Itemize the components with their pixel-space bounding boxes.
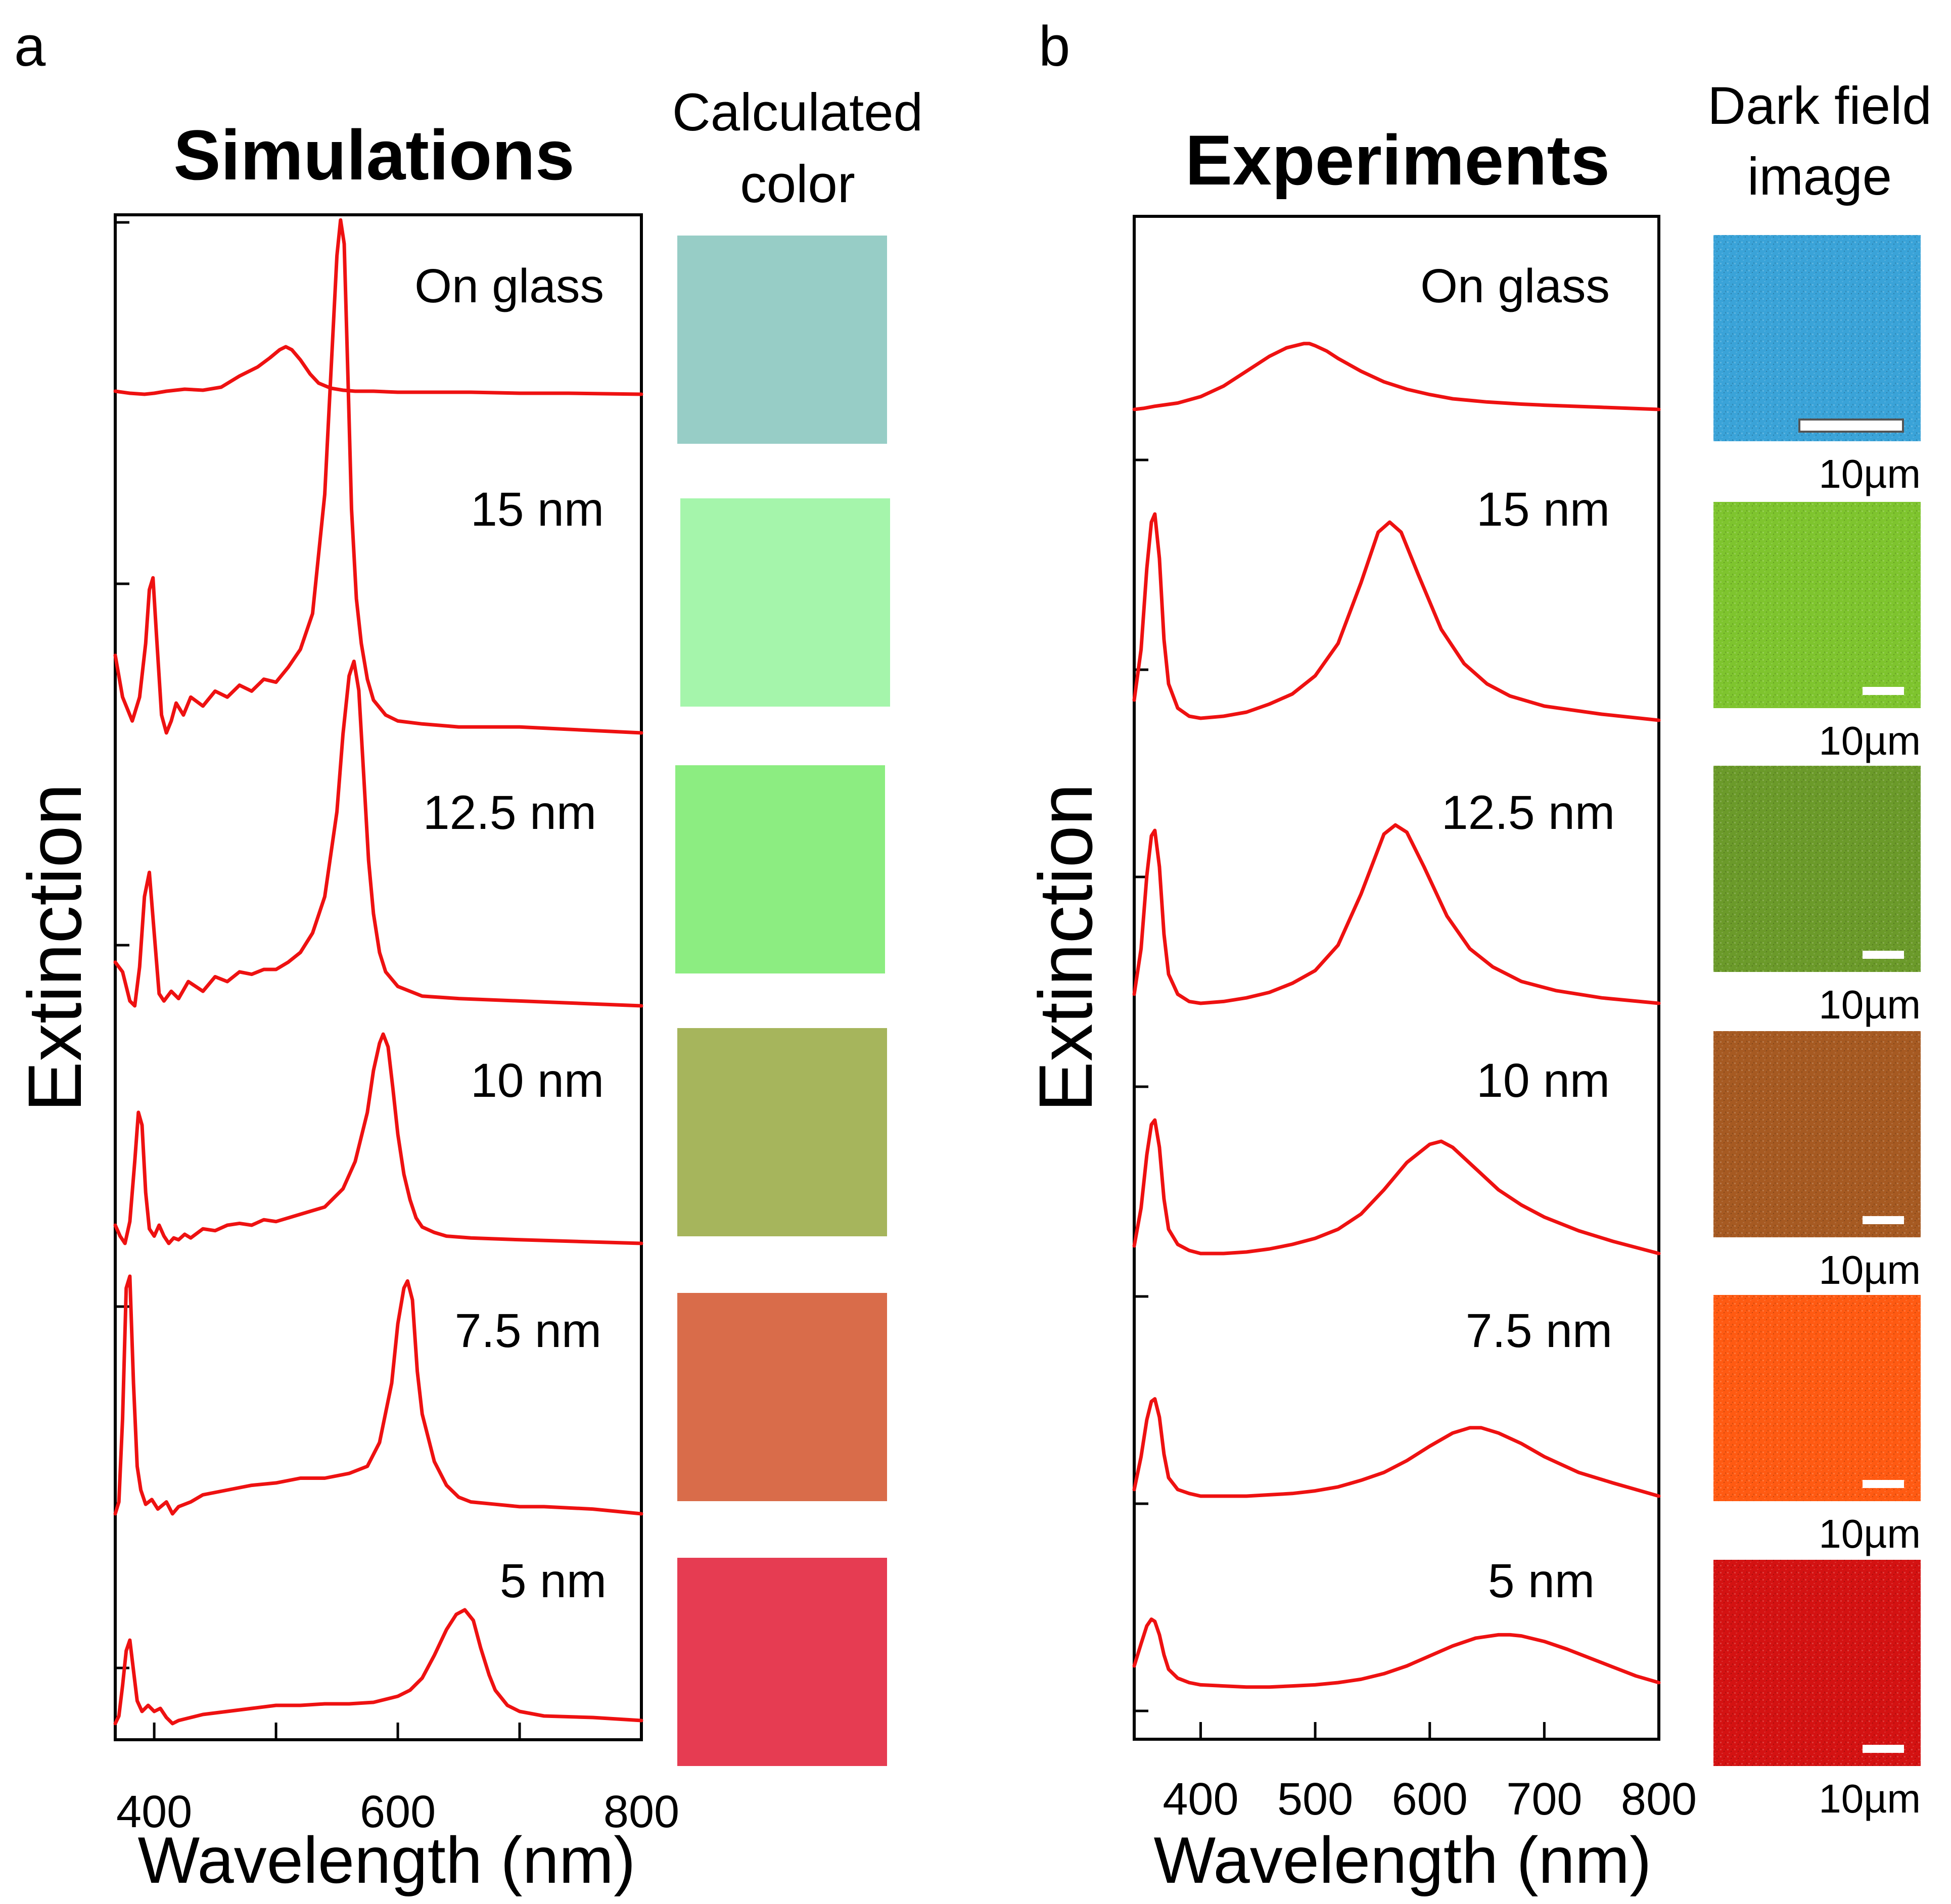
x-tick-label: 400 [116,1787,192,1837]
scale-bar [1863,1216,1904,1224]
panel-a-ylabel: Extinction [12,783,97,1112]
panel-b-label-on-glass: On glass [1420,259,1610,313]
dark-field-image-texture [1713,1295,1921,1501]
scale-label: 10µm [1819,718,1921,763]
panel-a-plot-frame [114,213,643,1741]
spectrum-curve [1132,1118,1661,1256]
panel-b-plot-frame [1133,215,1660,1741]
panel-a-label-5nm: 5 nm [500,1554,607,1608]
panel-letter-b: b [1039,15,1070,78]
spectrum-curve [113,659,643,1008]
x-tick-label: 500 [1277,1774,1353,1825]
panel-a-xlabel: Wavelength (nm) [138,1823,636,1897]
panel-a-label-7-5nm: 7.5 nm [455,1304,601,1358]
panel-a-side-title-line1: Calculated [672,83,923,142]
panel-a-title: Simulations [173,115,574,195]
panel-a-plot: 400 600 800 On glass 15 nm 12.5 nm 10 nm 7… [113,213,679,1837]
scale-bar [1863,951,1904,959]
panel-b-curves [1132,342,1661,1689]
x-tick-label: 600 [1392,1774,1468,1825]
dark-field-image-texture [1713,502,1921,708]
color-swatch [675,765,885,973]
spectrum-curve [1132,823,1661,1005]
dark-field-image-texture [1713,766,1921,972]
scale-bar [1863,1745,1904,1753]
scale-label: 10µm [1819,982,1921,1027]
panel-a-curves [113,218,643,1726]
spectrum-curve [113,345,643,396]
color-swatch [677,236,887,444]
spectrum-curve [1132,1397,1661,1498]
panel-b-side-title-line2: image [1747,147,1892,206]
spectrum-curve [1132,342,1661,411]
panel-a-color-swatches [675,236,890,1766]
panel-a-label-10nm: 10 nm [471,1054,604,1107]
color-swatch [677,1558,887,1766]
scale-bar [1863,1480,1904,1488]
spectrum-curve [113,1608,643,1726]
scale-bar [1798,419,1904,433]
panel-b-ylabel: Extinction [1023,783,1108,1112]
spectrum-curve [1132,1617,1661,1689]
x-tick-label: 600 [360,1787,436,1837]
panel-a-label-12-5nm: 12.5 nm [423,786,596,840]
scale-bar [1863,687,1904,695]
spectrum-curve [113,1032,643,1245]
panel-b-label-5nm: 5 nm [1488,1554,1595,1608]
dark-field-image-texture [1713,1031,1921,1237]
panel-b-dark-field-images: 10µm 10µm 10µm 10µm 10µm 10µm [1713,235,1921,1821]
panel-letter-a: a [14,15,46,78]
panel-b-x-ticks: 400 500 600 700 800 [1163,1722,1697,1825]
panel-b-xlabel: Wavelength (nm) [1154,1823,1652,1897]
x-tick-label: 700 [1506,1774,1582,1825]
spectrum-curve [1132,512,1661,722]
panel-a-label-on-glass: On glass [414,259,604,313]
panel-a-label-15nm: 15 nm [471,483,604,536]
scale-label: 10µm [1819,1511,1921,1556]
panel-b-label-12-5nm: 12.5 nm [1442,786,1615,840]
x-tick-label: 400 [1163,1774,1238,1825]
color-swatch [680,498,890,707]
panel-b-label-15nm: 15 nm [1476,483,1610,536]
dark-field-image-texture [1713,1560,1921,1766]
color-swatch [677,1028,887,1236]
color-swatch [677,1293,887,1501]
scale-label: 10µm [1819,451,1921,496]
panel-b-label-7-5nm: 7.5 nm [1466,1304,1612,1358]
panel-a-y-ticks [115,221,129,1669]
panel-b-plot: 400 500 600 700 800 On glass 15 nm 12.5 nm 1… [1132,215,1697,1825]
panel-a-side-title-line2: color [740,155,855,214]
scale-label: 10µm [1819,1247,1921,1292]
panel-a-x-ticks: 400 600 800 [116,1723,679,1837]
dark-field-image-texture [1713,235,1921,441]
spectrum-curve [113,218,643,735]
panel-b-side-title-line1: Dark field [1707,76,1931,135]
spectrum-curve [113,1274,643,1516]
x-tick-label: 800 [1621,1774,1697,1825]
scale-label: 10µm [1819,1776,1921,1821]
x-tick-label: 800 [603,1787,679,1837]
panel-b-label-10nm: 10 nm [1476,1054,1610,1107]
panel-b-title: Experiments [1185,120,1610,200]
